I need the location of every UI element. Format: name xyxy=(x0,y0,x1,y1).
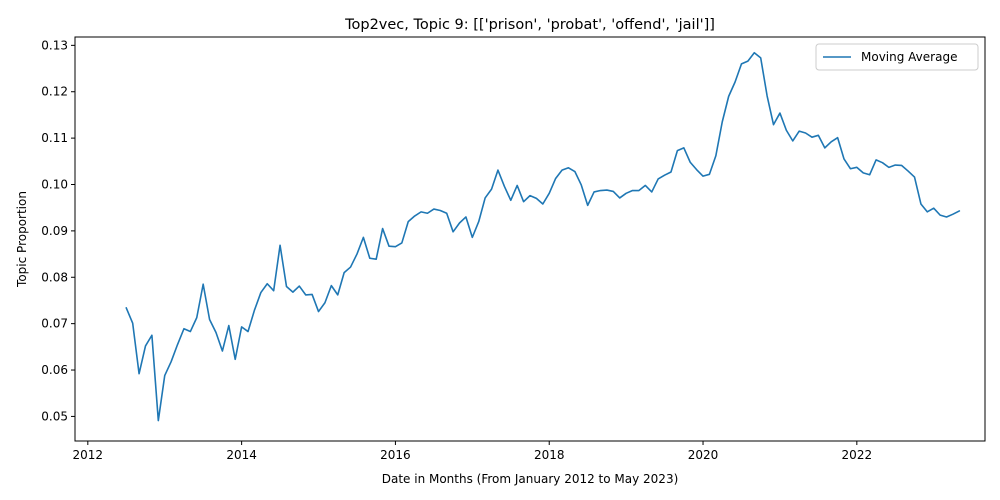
x-tick-label: 2012 xyxy=(73,448,104,462)
legend-label: Moving Average xyxy=(861,50,957,64)
x-tick-label: 2014 xyxy=(226,448,257,462)
y-tick-label: 0.12 xyxy=(41,85,68,99)
y-tick-label: 0.05 xyxy=(41,409,68,423)
y-tick-label: 0.07 xyxy=(41,317,68,331)
legend-box xyxy=(815,43,979,71)
y-tick-label: 0.10 xyxy=(41,177,68,191)
x-axis: 2012 2014 2016 2018 2020 2022 xyxy=(73,441,873,462)
plot-frame xyxy=(74,36,986,442)
y-tick-label: 0.08 xyxy=(41,270,68,284)
x-tick-label: 2022 xyxy=(842,448,873,462)
y-axis: 0.05 0.06 0.07 0.08 0.09 0.10 0.11 0.12 0.13 xyxy=(41,38,75,423)
y-tick-label: 0.09 xyxy=(41,224,68,238)
y-tick-label: 0.13 xyxy=(41,38,68,52)
series-line-moving-average xyxy=(125,51,961,422)
x-tick-label: 2020 xyxy=(688,448,719,462)
y-axis-title: Topic Proportion xyxy=(15,191,29,288)
legend: Moving Average xyxy=(815,43,979,71)
chart-title: Top2vec, Topic 9: [['prison', 'probat', … xyxy=(344,17,715,33)
x-tick-label: 2016 xyxy=(380,448,411,462)
y-tick-label: 0.11 xyxy=(41,131,68,145)
y-tick-label: 0.06 xyxy=(41,363,68,377)
x-axis-title: Date in Months (From January 2012 to May… xyxy=(382,472,679,486)
x-tick-label: 2018 xyxy=(534,448,565,462)
plot-series xyxy=(125,51,961,422)
